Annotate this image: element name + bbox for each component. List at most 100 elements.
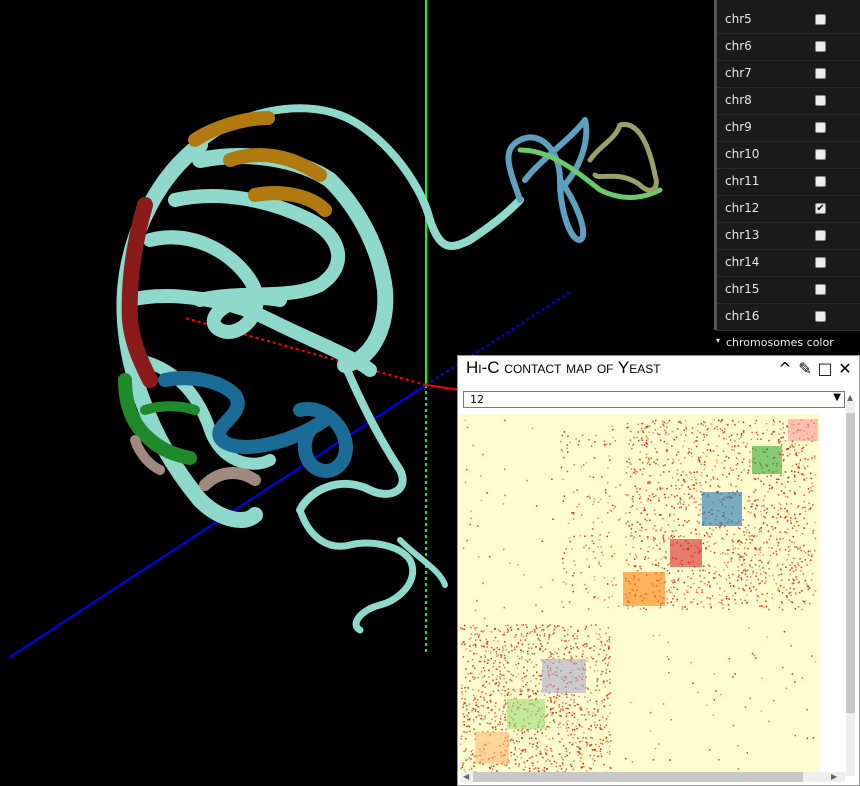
contact-point: [728, 608, 730, 611]
contact-point: [733, 533, 736, 535]
contact-point: [716, 425, 718, 428]
edit-icon[interactable]: ✎: [798, 359, 812, 378]
contact-point: [639, 535, 641, 537]
contact-point: [494, 720, 497, 722]
contact-point: [740, 577, 743, 579]
chromosome-checkbox[interactable]: [815, 176, 826, 187]
contact-point: [743, 547, 746, 549]
contact-point: [593, 754, 595, 757]
contact-point: [802, 600, 804, 602]
chromosome-checkbox[interactable]: ✔: [815, 203, 826, 214]
contact-point: [702, 433, 705, 436]
chromosome-checkbox[interactable]: [815, 122, 826, 133]
chromosome-checkbox[interactable]: [815, 257, 826, 268]
contact-point: [477, 676, 479, 679]
contact-point: [510, 626, 512, 629]
contact-point: [742, 519, 744, 521]
chromosome-structure[interactable]: [116, 104, 663, 634]
contact-point: [790, 594, 792, 597]
contact-point: [545, 735, 547, 737]
contact-point: [606, 696, 609, 699]
contact-point: [790, 645, 792, 647]
vertical-scrollbar[interactable]: ▲: [846, 393, 855, 776]
contact-point: [575, 642, 577, 645]
contact-point: [729, 439, 732, 441]
close-icon[interactable]: ✕: [838, 359, 852, 378]
maximize-icon[interactable]: □: [817, 359, 833, 378]
chromosome-label: chr13: [725, 228, 760, 242]
contact-point: [534, 692, 537, 694]
contact-point: [784, 531, 786, 533]
contact-point: [646, 514, 648, 516]
contact-point: [728, 549, 730, 551]
chromosome-checkbox[interactable]: [815, 230, 826, 241]
hic-contact-map[interactable]: [460, 414, 820, 772]
contact-point: [483, 654, 486, 657]
contact-point: [705, 547, 707, 549]
chromosome-checkbox[interactable]: [815, 311, 826, 322]
contact-point: [788, 453, 791, 455]
contact-point: [693, 582, 695, 585]
contact-point: [597, 670, 599, 672]
contact-point: [555, 762, 558, 764]
contact-point: [794, 546, 796, 548]
contact-point: [594, 596, 596, 598]
contact-point: [645, 489, 647, 492]
chromosome-checkbox[interactable]: [815, 284, 826, 295]
chromosome-checkbox[interactable]: [815, 95, 826, 106]
contact-point: [602, 716, 604, 718]
contact-point: [591, 737, 594, 739]
contact-point: [696, 471, 698, 473]
folder-toggle-icon[interactable]: ▾: [716, 336, 721, 345]
contact-point: [595, 700, 598, 703]
contact-point: [761, 580, 763, 582]
contact-point: [501, 728, 503, 731]
contact-point: [470, 626, 472, 629]
contact-point: [503, 674, 505, 677]
contact-point: [607, 715, 609, 718]
contact-point: [567, 522, 570, 525]
contact-point: [503, 654, 506, 657]
contact-point: [480, 671, 483, 673]
scroll-right-icon[interactable]: ▶: [831, 772, 838, 781]
contact-point: [603, 680, 605, 683]
chromosome-checkbox[interactable]: [815, 149, 826, 160]
contact-point: [556, 652, 558, 655]
scroll-up-icon[interactable]: ▲: [847, 393, 854, 402]
contact-point: [763, 483, 765, 486]
vertical-scroll-thumb[interactable]: [846, 413, 855, 713]
collapse-icon[interactable]: ^: [778, 359, 792, 378]
horizontal-scrollbar[interactable]: ◀ ▶: [461, 772, 845, 782]
contact-point: [811, 655, 813, 657]
contact-point: [734, 673, 736, 675]
contact-point: [697, 456, 700, 459]
contact-point: [605, 672, 607, 675]
contact-point: [797, 471, 799, 474]
contact-point: [585, 737, 587, 739]
contact-point: [499, 721, 501, 723]
contact-point: [460, 626, 462, 629]
chromosome-checkbox[interactable]: [815, 14, 826, 25]
contact-point: [681, 484, 683, 486]
horizontal-scroll-thumb[interactable]: [473, 772, 803, 782]
contact-point: [732, 595, 734, 597]
contact-point: [718, 486, 721, 488]
chromosome-checkbox[interactable]: [815, 68, 826, 79]
contact-point: [784, 440, 787, 442]
contact-point: [557, 655, 560, 658]
scroll-left-icon[interactable]: ◀: [463, 772, 470, 781]
contact-point: [770, 474, 772, 477]
contact-point: [551, 712, 554, 715]
chromosome-checkbox[interactable]: [815, 41, 826, 52]
contact-point: [771, 525, 773, 528]
contact-point: [711, 533, 713, 536]
contact-point: [757, 578, 759, 581]
contact-point: [461, 684, 463, 687]
contact-point: [628, 511, 631, 514]
chromosome-select[interactable]: 12 ▼: [463, 391, 845, 408]
contact-point: [586, 657, 588, 659]
contact-point: [466, 714, 469, 716]
chromosomes-color-folder[interactable]: ▾ chromosomes color: [714, 332, 860, 354]
contact-point: [465, 648, 468, 650]
